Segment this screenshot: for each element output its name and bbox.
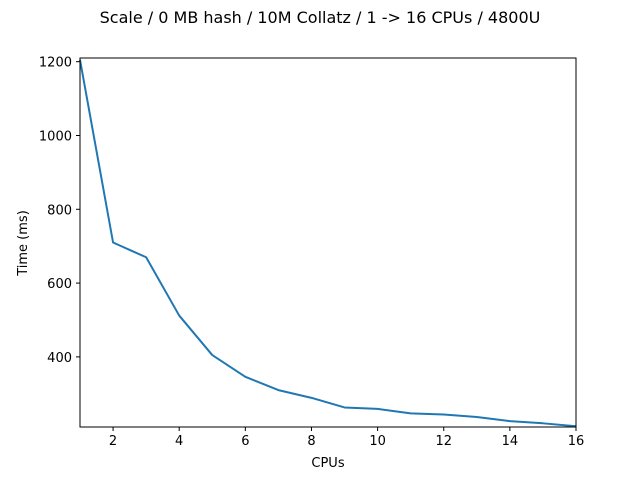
x-tick-label: 14: [502, 434, 519, 449]
x-axis: 2 4 6 8 10 12 14 16: [109, 427, 584, 449]
x-tick-label: 6: [241, 434, 249, 449]
y-tick-label: 1000: [39, 129, 72, 144]
chart-title: Scale / 0 MB hash / 10M Collatz / 1 -> 1…: [100, 8, 541, 27]
plot-area: 2 4 6 8 10 12 14 16 400 600 800 1000 1200: [39, 56, 584, 449]
x-tick-label: 12: [435, 434, 452, 449]
x-tick-label: 10: [369, 434, 386, 449]
y-tick-label: 1200: [39, 56, 72, 71]
x-tick-label: 4: [175, 434, 183, 449]
y-axis-label: Time (ms): [16, 210, 31, 277]
series-layer: [79, 59, 577, 428]
plot-frame: [79, 57, 577, 428]
x-tick-label: 16: [568, 434, 585, 449]
series-line: [79, 59, 577, 428]
y-tick-label: 400: [47, 351, 72, 366]
y-tick-label: 600: [47, 277, 72, 292]
x-axis-label: CPUs: [311, 456, 344, 471]
y-axis: 400 600 800 1000 1200: [39, 56, 80, 366]
x-tick-label: 8: [307, 434, 315, 449]
x-tick-label: 2: [109, 434, 117, 449]
y-tick-label: 800: [47, 203, 72, 218]
